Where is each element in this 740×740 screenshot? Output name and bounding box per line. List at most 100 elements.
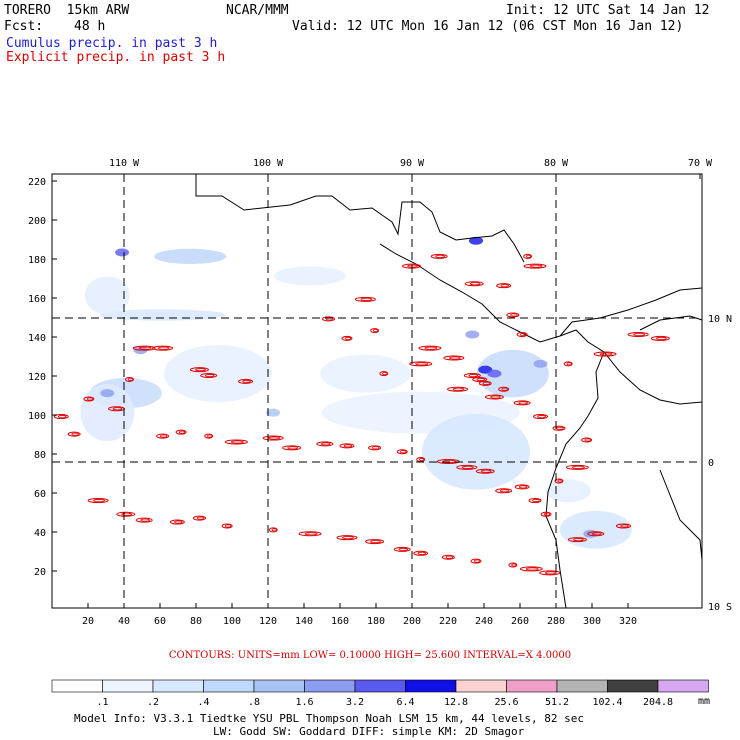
precip-shading: [422, 413, 531, 490]
y-tick-label: 100: [28, 411, 46, 422]
lon-label: 90 W: [400, 158, 425, 169]
legend-label: 25.6: [494, 697, 518, 708]
explicit-contour: [401, 263, 421, 269]
explicit-contour: [498, 386, 510, 392]
explicit-contour: [242, 379, 251, 383]
explicit-contour: [519, 333, 527, 337]
explicit-contour: [354, 296, 376, 302]
explicit-contour: [396, 449, 408, 455]
x-tick-label: 160: [331, 616, 349, 627]
explicit-contour: [523, 263, 547, 269]
x-tick-label: 300: [583, 616, 601, 627]
explicit-contour: [475, 468, 495, 474]
explicit-contour: [175, 429, 187, 435]
explicit-contour: [342, 536, 354, 540]
explicit-contour: [174, 520, 183, 524]
explicit-contour: [196, 516, 205, 520]
explicit-contour: [443, 355, 465, 361]
explicit-contour: [382, 372, 388, 376]
explicit-contour: [379, 371, 389, 377]
explicit-contour: [528, 498, 542, 504]
legend-label: 3.2: [346, 697, 364, 708]
legend-swatch: [405, 679, 457, 693]
explicit-contour: [124, 376, 134, 382]
explicit-contour: [238, 378, 254, 384]
x-tick-label: 140: [295, 616, 313, 627]
legend-units: mm: [698, 696, 711, 707]
explicit-contour: [112, 407, 123, 411]
explicit-contour: [224, 524, 232, 528]
explicit-contour: [341, 335, 353, 341]
explicit-contour: [456, 464, 478, 470]
explicit-contour: [316, 441, 334, 447]
cumulus-core: [100, 389, 115, 398]
explicit-contour: [518, 485, 528, 489]
legend-swatch: [152, 679, 204, 693]
explicit-contour: [321, 442, 331, 446]
explicit-contour: [365, 539, 385, 545]
explicit-contour: [116, 511, 136, 517]
explicit-contour: [108, 406, 126, 412]
contour-info: CONTOURS: UNITS=mm LOW= 0.10000 HIGH= 25…: [168, 650, 572, 661]
cumulus-core: [533, 359, 548, 368]
precip-shading: [163, 345, 272, 403]
explicit-contour: [523, 253, 533, 259]
valid-time: Valid: 12 UTC Mon 16 Jan 12 (06 CST Mon …: [292, 19, 684, 34]
explicit-contour: [500, 284, 509, 288]
explicit-contour: [121, 512, 133, 516]
explicit-contour: [510, 313, 518, 317]
explicit-contour: [525, 567, 539, 571]
map-frame: [51, 173, 703, 609]
explicit-contour: [204, 374, 215, 378]
y-tick-label: 140: [28, 333, 46, 344]
explicit-contour: [593, 351, 617, 357]
lon-label: 70 W: [688, 158, 713, 169]
explicit-contour: [132, 345, 156, 351]
explicit-contour: [584, 438, 591, 442]
explicit-contour: [587, 531, 605, 537]
precip-shading: [559, 510, 632, 549]
explicit-contour: [138, 346, 152, 350]
lon-label: 100 W: [253, 158, 284, 169]
explicit-contour: [650, 335, 670, 341]
explicit-contour: [430, 253, 448, 259]
precip-shading: [545, 479, 591, 503]
fcst-label: Fcst:: [4, 19, 44, 34]
explicit-contour: [573, 538, 584, 542]
legend-label: 6.4: [396, 697, 414, 708]
explicit-contour: [339, 443, 355, 449]
legend-swatch: [506, 679, 558, 693]
explicit-contour: [480, 469, 492, 473]
explicit-contour: [53, 414, 69, 420]
explicit-contour: [419, 458, 425, 462]
legend-label: .4: [197, 697, 209, 708]
legend-swatch: [607, 679, 659, 693]
explicit-contour: [567, 537, 587, 543]
explicit-contour: [221, 523, 233, 529]
y-tick-label: 180: [28, 255, 46, 266]
x-tick-label: 260: [511, 616, 529, 627]
explicit-contour: [135, 517, 153, 523]
explicit-contour: [424, 346, 438, 350]
y-tick-label: 160: [28, 294, 46, 305]
x-tick-label: 40: [118, 616, 130, 627]
explicit-contour: [532, 499, 540, 503]
explicit-contour: [529, 264, 543, 268]
explicit-contour: [224, 439, 248, 445]
cumulus-core: [115, 248, 130, 257]
fcst-value: 48 h: [74, 19, 106, 34]
legend-swatch: [304, 679, 356, 693]
explicit-contour: [204, 433, 214, 439]
explicit-contour: [566, 362, 572, 366]
explicit-contour: [519, 566, 543, 572]
x-tick-label: 80: [190, 616, 202, 627]
explicit-contour: [554, 478, 564, 484]
explicit-contour: [476, 377, 485, 381]
explicit-contour: [157, 346, 170, 350]
explicit-contour: [409, 361, 433, 367]
explicit-contour: [544, 571, 557, 575]
cumulus-core: [465, 330, 480, 339]
explicit-contour: [189, 367, 209, 373]
explicit-contour: [478, 380, 492, 386]
explicit-contour: [452, 387, 465, 391]
